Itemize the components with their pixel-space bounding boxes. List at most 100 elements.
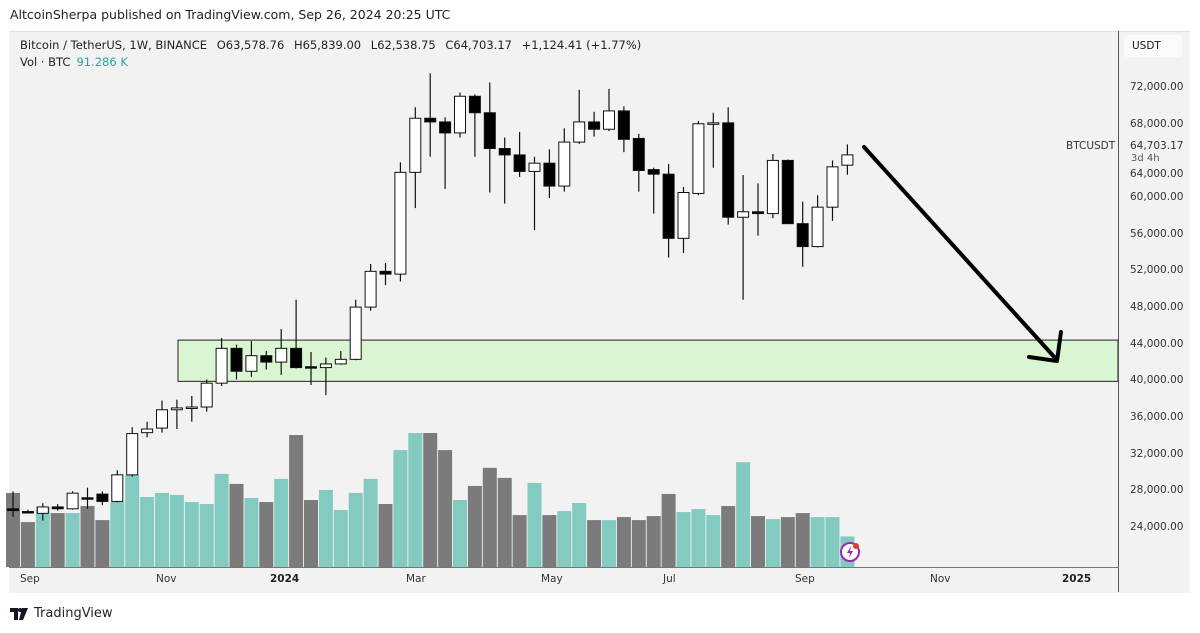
- price-tick-label: 72,000.00: [1130, 81, 1184, 93]
- candle: [185, 396, 198, 422]
- volume-bar: [259, 502, 274, 567]
- candle: [409, 107, 422, 209]
- support-zone[interactable]: [177, 339, 1119, 382]
- candle: [722, 107, 735, 225]
- candle-body: [632, 137, 645, 172]
- candle: [707, 112, 720, 168]
- volume-bars: [6, 433, 855, 567]
- time-tick-label: 2025: [1062, 573, 1092, 585]
- candle: [215, 338, 228, 386]
- volume-bar: [35, 507, 50, 567]
- volume-bar: [184, 502, 199, 567]
- candle-body: [558, 141, 571, 187]
- candle: [275, 329, 288, 375]
- candle-body: [483, 112, 496, 150]
- candle: [766, 154, 779, 219]
- volume-bar: [527, 482, 542, 567]
- time-tick-label: 2024: [270, 573, 300, 585]
- candle-body: [319, 363, 332, 369]
- currency-unit-button[interactable]: USDT: [1124, 35, 1182, 57]
- volume-bar: [631, 520, 646, 567]
- volume-bar: [244, 497, 259, 567]
- candle-body: [81, 497, 94, 500]
- candle: [483, 82, 496, 193]
- volume-bar: [572, 503, 587, 567]
- volume-bar: [616, 517, 631, 567]
- candle-body: [796, 223, 809, 248]
- close-value: C64,703.17: [445, 38, 512, 52]
- candle-body: [603, 110, 615, 130]
- candle: [66, 491, 79, 510]
- arrow-shaft: [862, 145, 1059, 362]
- volume-bar: [810, 517, 825, 567]
- volume-bar: [229, 483, 244, 567]
- last-price-label: 64,703.17: [1130, 140, 1184, 152]
- candle-body: [498, 148, 511, 156]
- volume-bar: [274, 478, 289, 567]
- candle: [752, 183, 764, 236]
- candle: [796, 201, 809, 267]
- bar-countdown: 3d 4h: [1131, 153, 1160, 164]
- candle: [364, 264, 377, 311]
- price-tick-label: 36,000.00: [1130, 411, 1184, 423]
- candle: [588, 111, 601, 137]
- candle-body: [588, 121, 601, 130]
- candle: [36, 503, 49, 521]
- candle-body: [379, 270, 392, 275]
- candle-body: [51, 506, 64, 510]
- candle-body: [543, 162, 556, 187]
- volume-bar: [825, 517, 840, 567]
- down-arrow-drawing[interactable]: [862, 145, 1063, 363]
- volume-bar: [65, 513, 80, 567]
- candle: [603, 88, 615, 132]
- candle-body: [468, 95, 481, 114]
- candle: [81, 487, 94, 509]
- candle-body: [662, 173, 675, 239]
- symbol-legend: Bitcoin / TetherUS, 1W, BINANCE O63,578.…: [20, 38, 647, 52]
- volume-bar: [467, 485, 482, 567]
- volume-bar: [50, 513, 65, 567]
- candle-body: [200, 382, 213, 408]
- candle-body: [126, 433, 139, 476]
- price-tick-label: 68,000.00: [1130, 117, 1184, 130]
- candle: [677, 187, 690, 254]
- volume-bar: [765, 519, 780, 567]
- candle: [96, 491, 109, 506]
- candle: [126, 427, 139, 477]
- change-value: +1,124.41 (+1.77%): [521, 38, 642, 52]
- volume-bar: [80, 506, 95, 567]
- candle: [573, 89, 586, 144]
- volume-bar: [408, 433, 423, 567]
- candle: [528, 156, 541, 231]
- candle-body: [424, 117, 437, 123]
- candle: [826, 160, 839, 221]
- volume-bar: [6, 492, 20, 567]
- volume-bar: [795, 513, 810, 567]
- volume-bar: [125, 474, 140, 567]
- time-axis-border: [9, 567, 1119, 568]
- volume-bar: [333, 510, 348, 567]
- candle-body: [439, 121, 452, 134]
- volume-bar: [587, 520, 602, 567]
- candle-body: [454, 95, 466, 134]
- symbol-price-label: BTCUSDT: [1066, 140, 1116, 152]
- candle-body: [260, 355, 273, 363]
- candle-body: [811, 206, 824, 248]
- tradingview-logo[interactable]: TradingView: [10, 606, 113, 621]
- candle-body: [781, 159, 794, 225]
- candle-body: [409, 117, 422, 173]
- volume-bar: [363, 478, 378, 567]
- candle-body: [66, 492, 79, 510]
- price-tick-label: 60,000.00: [1130, 191, 1184, 203]
- volume-bar: [646, 516, 661, 567]
- volume-bar: [438, 450, 453, 567]
- volume-bar: [95, 520, 110, 567]
- candle-body: [647, 169, 660, 175]
- volume-bar: [721, 506, 736, 567]
- candle: [394, 162, 407, 282]
- candle: [632, 133, 645, 192]
- candle-body: [692, 123, 705, 194]
- lightning-icon[interactable]: [840, 542, 860, 562]
- candle-body: [96, 493, 109, 502]
